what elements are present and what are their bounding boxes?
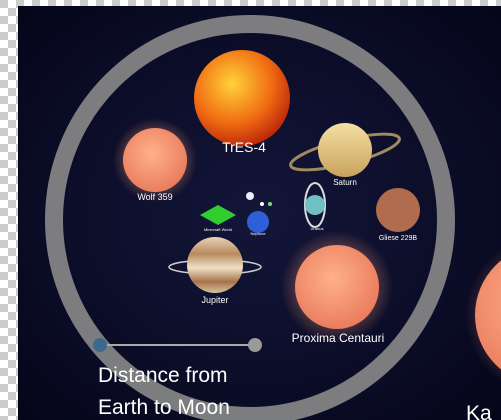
neptune-planet[interactable]: [247, 211, 269, 233]
object-label: Gliese 229B: [379, 235, 417, 242]
small-star: [246, 192, 254, 200]
page: {"objects": [ {"label": "TrES-4"}, {"lab…: [0, 0, 501, 420]
caption-line: Distance from: [98, 364, 228, 387]
small-star: [268, 202, 272, 206]
gliese-229b[interactable]: [376, 188, 420, 232]
saturn-planet[interactable]: [318, 123, 372, 177]
scale-view: TrES-4 Wolf 359 Saturn Uranus Gliese 229…: [0, 0, 501, 420]
object-label: Neptune: [250, 231, 266, 236]
object-label: Jupiter: [201, 295, 228, 305]
object-label: Proxima Centauri: [292, 331, 385, 345]
object-label: TrES-4: [222, 139, 266, 155]
wolf-359-star[interactable]: [123, 128, 187, 192]
jupiter-planet[interactable]: [187, 237, 243, 293]
edge-label: Ka: [466, 402, 492, 420]
proxima-centauri-star[interactable]: [295, 245, 379, 329]
object-label: Minecraft World: [204, 227, 232, 232]
object-label: Wolf 359: [137, 192, 172, 202]
object-label: Uranus: [311, 226, 324, 231]
small-star: [260, 202, 264, 206]
uranus-planet[interactable]: [305, 195, 325, 215]
caption-line: Earth to Moon: [98, 396, 230, 419]
tres-4-star[interactable]: [194, 50, 290, 146]
object-label: Saturn: [333, 178, 357, 187]
moon-icon[interactable]: [248, 338, 262, 352]
earth-icon[interactable]: [93, 338, 107, 352]
